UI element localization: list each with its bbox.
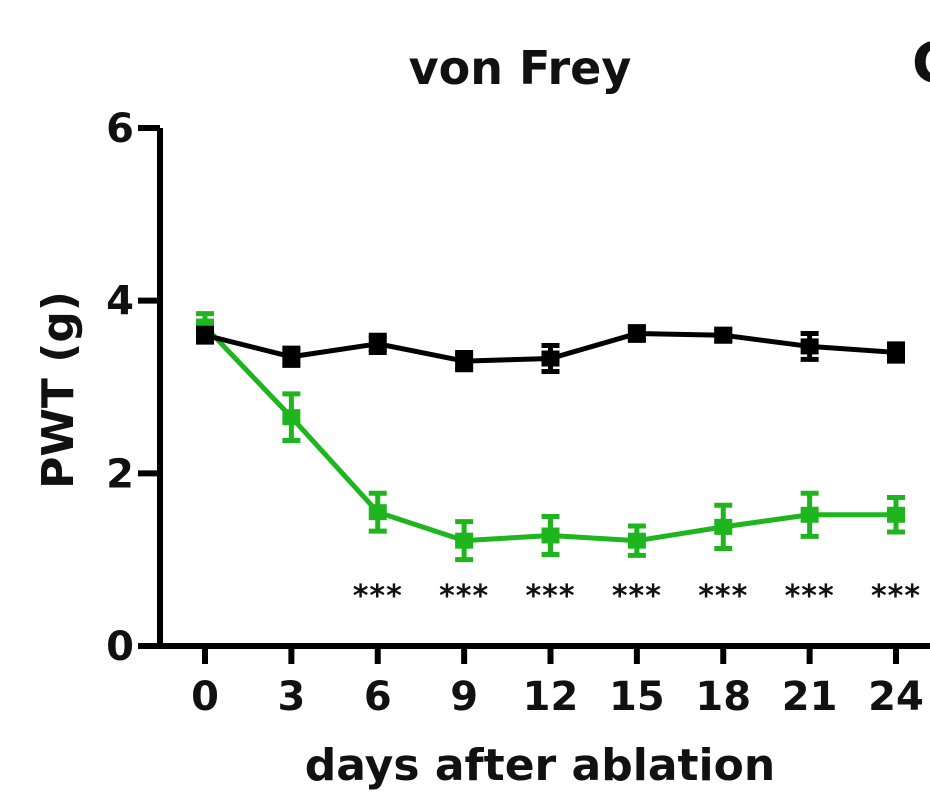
x-tick-label: 6 <box>364 674 392 720</box>
data-point <box>800 338 819 355</box>
data-point <box>800 506 819 523</box>
significance-label: *** <box>353 579 403 614</box>
data-point <box>282 409 301 426</box>
y-tick-label: 6 <box>106 106 134 152</box>
data-point <box>887 506 905 523</box>
x-tick-label: 15 <box>609 674 665 720</box>
data-point <box>368 335 387 352</box>
series-0 <box>196 324 905 374</box>
data-point <box>368 504 387 521</box>
significance-label: *** <box>612 579 662 614</box>
y-axis-label: PWT (g) <box>33 291 84 489</box>
significance-label: *** <box>871 579 921 614</box>
x-tick-label: 21 <box>782 674 838 720</box>
x-tick-label: 12 <box>523 674 579 720</box>
y-tick-label: 2 <box>106 451 134 497</box>
data-point <box>541 527 560 544</box>
x-tick-label: 18 <box>695 674 751 720</box>
data-point <box>714 327 733 344</box>
data-point <box>627 325 646 342</box>
data-point <box>887 344 905 361</box>
data-point <box>282 348 301 365</box>
significance-label: *** <box>785 579 835 614</box>
series-1 <box>196 311 905 563</box>
chart-title: von Frey <box>409 41 632 95</box>
data-point <box>455 532 474 549</box>
x-axis-label: days after ablation <box>305 740 775 791</box>
x-tick-label: 0 <box>191 674 219 720</box>
significance-label: *** <box>698 579 748 614</box>
data-point <box>196 327 214 344</box>
x-tick-label: 9 <box>450 674 478 720</box>
data-point <box>455 353 474 370</box>
panel-letter: C <box>912 31 930 96</box>
x-tick-label: 24 <box>868 674 924 720</box>
data-point <box>541 350 560 367</box>
significance-label: *** <box>439 579 489 614</box>
significance-label: *** <box>525 579 575 614</box>
data-point <box>627 532 646 549</box>
data-point <box>714 518 733 535</box>
x-tick-label: 3 <box>277 674 305 720</box>
y-tick-label: 0 <box>106 624 134 670</box>
y-tick-label: 4 <box>106 279 134 325</box>
plot-area: *** *** *** *** *** *** *** <box>196 311 921 614</box>
